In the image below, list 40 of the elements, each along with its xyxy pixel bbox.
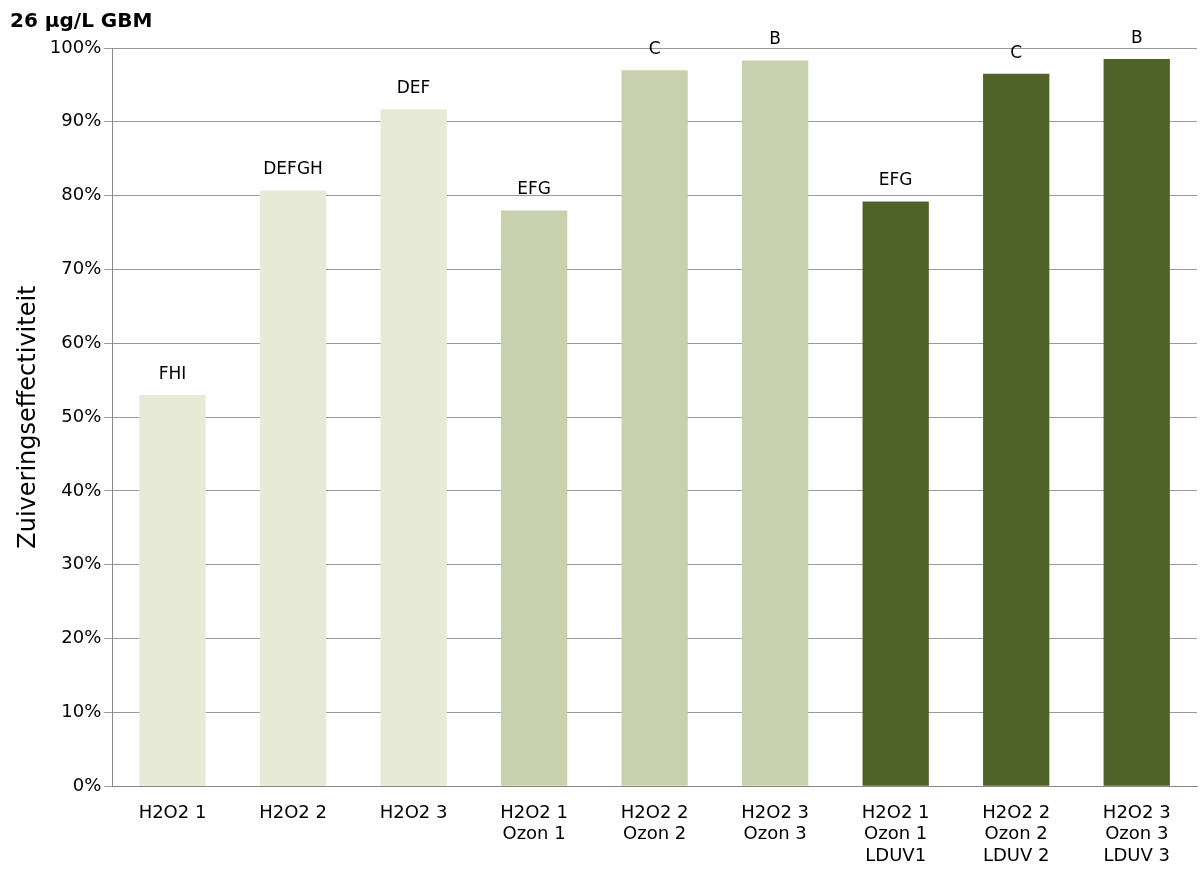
data-label: DEFGH xyxy=(263,158,323,179)
y-tick-label: 70% xyxy=(61,257,102,279)
bar xyxy=(862,201,929,786)
data-label: B xyxy=(1130,26,1143,47)
x-tick-label: H2O2 1 Ozon 1 xyxy=(500,800,568,844)
y-tick-label: 50% xyxy=(61,404,102,426)
chart-title: 26 µg/L GBM xyxy=(10,8,153,33)
y-tick-label: 20% xyxy=(61,626,102,648)
data-label: C xyxy=(1010,41,1023,62)
bar xyxy=(259,190,327,786)
y-tick-label: 100% xyxy=(49,35,102,57)
y-tick-label: 80% xyxy=(61,183,102,205)
bar xyxy=(1103,59,1170,786)
bar xyxy=(983,73,1050,786)
y-tick-label: 30% xyxy=(61,552,102,574)
bar xyxy=(621,70,688,786)
x-tick-label: H2O2 3 Ozon 3 xyxy=(741,800,810,844)
y-tick-label: 60% xyxy=(61,330,102,352)
y-tick-label: 10% xyxy=(61,700,102,722)
x-tick-label: H2O2 3 Ozon 3 LDUV 3 xyxy=(1102,800,1171,865)
data-label: EFG xyxy=(517,178,551,199)
x-tick-label: H2O2 2 Ozon 2 LDUV 2 xyxy=(982,800,1051,865)
data-label: EFG xyxy=(878,169,913,190)
bar xyxy=(139,394,206,786)
data-label: FHI xyxy=(158,362,187,383)
data-label: C xyxy=(648,38,661,59)
y-tick-label: 90% xyxy=(61,109,102,131)
bar xyxy=(742,60,809,786)
bar xyxy=(500,210,568,786)
y-axis-title: Zuiveringseffectiviteit xyxy=(12,285,41,549)
x-tick-label: H2O2 2 Ozon 2 xyxy=(620,800,689,844)
data-label: DEF xyxy=(396,77,431,98)
bar xyxy=(380,109,447,786)
y-tick-label: 40% xyxy=(61,478,102,500)
x-tick-label: H2O2 1 Ozon 1 LDUV1 xyxy=(861,800,930,865)
x-tick-label: H2O2 3 xyxy=(379,800,448,822)
data-label: B xyxy=(769,28,781,49)
x-tick-label: H2O2 1 xyxy=(138,800,207,822)
x-tick-label: H2O2 2 xyxy=(259,800,327,822)
y-tick-label: 0% xyxy=(72,773,102,795)
